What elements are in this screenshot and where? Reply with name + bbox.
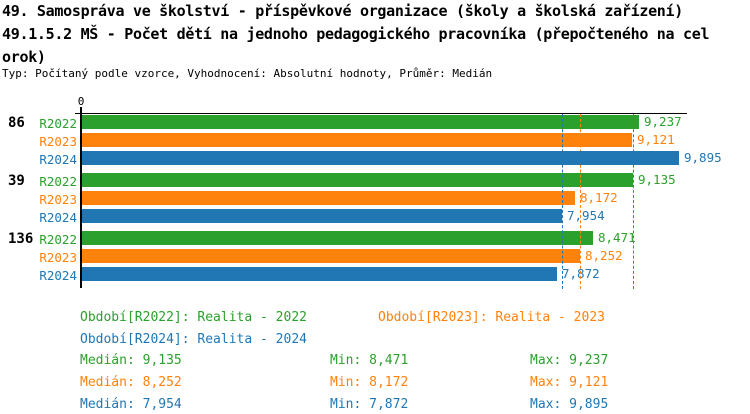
legend-item-r2023: Období[R2023]: Realita - 2023: [378, 310, 605, 325]
group-label: 136: [8, 231, 34, 247]
median-line-r2023: [580, 114, 581, 289]
y-axis-line: [80, 107, 82, 288]
row-label: R2022: [39, 232, 77, 247]
legend-item-r2024: Období[R2024]: Realita - 2024: [80, 332, 307, 347]
stat-min: Min: 7,872: [330, 397, 409, 412]
bar-value-label: 9,121: [637, 132, 675, 147]
stat-median: Medián: 8,252: [80, 375, 182, 390]
meta-line: Typ: Počítaný podle vzorce, Vyhodnocení:…: [2, 67, 493, 80]
title-line-2: 49.1.5.2 MŠ - Počet dětí na jednoho peda…: [2, 25, 710, 43]
bar-value-label: 9,135: [638, 172, 676, 187]
stat-min: Min: 8,172: [330, 375, 409, 390]
row-label: R2024: [39, 152, 77, 167]
row-label: R2023: [39, 192, 77, 207]
stat-max: Max: 9,121: [530, 375, 609, 390]
bar-value-label: 8,252: [585, 248, 623, 263]
bar: [82, 249, 580, 263]
bar-value-label: 8,471: [598, 230, 636, 245]
stat-max: Max: 9,895: [530, 397, 609, 412]
legend-item-r2022: Období[R2022]: Realita - 2022: [80, 310, 307, 325]
stat-median: Medián: 9,135: [80, 353, 182, 368]
title-line-3: orok): [2, 48, 46, 66]
bar: [82, 115, 639, 129]
row-label: R2023: [39, 134, 77, 149]
group-label: 86: [8, 115, 25, 131]
row-label: R2024: [39, 268, 77, 283]
stat-max: Max: 9,237: [530, 353, 609, 368]
bar: [82, 267, 557, 281]
row-label: R2024: [39, 210, 77, 225]
row-label: R2022: [39, 174, 77, 189]
bar: [82, 209, 562, 223]
title-line-1: 49. Samospráva ve školství - příspěvkové…: [2, 2, 684, 20]
x-axis-line: [75, 112, 687, 114]
stat-min: Min: 8,471: [330, 353, 409, 368]
bar-value-label: 9,237: [644, 114, 682, 129]
bar: [82, 231, 593, 245]
stat-median: Medián: 7,954: [80, 397, 182, 412]
bar-value-label: 9,895: [684, 150, 722, 165]
row-label: R2023: [39, 250, 77, 265]
bar-value-label: 7,954: [567, 208, 605, 223]
bar: [82, 133, 632, 147]
bar-value-label: 8,172: [580, 190, 618, 205]
group-label: 39: [8, 173, 25, 189]
bar: [82, 151, 679, 165]
bar: [82, 191, 575, 205]
median-line-r2024: [562, 114, 563, 289]
bar: [82, 173, 633, 187]
median-line-r2022: [633, 114, 634, 289]
row-label: R2022: [39, 116, 77, 131]
x-axis-zero-tick-label: 0: [77, 95, 85, 108]
